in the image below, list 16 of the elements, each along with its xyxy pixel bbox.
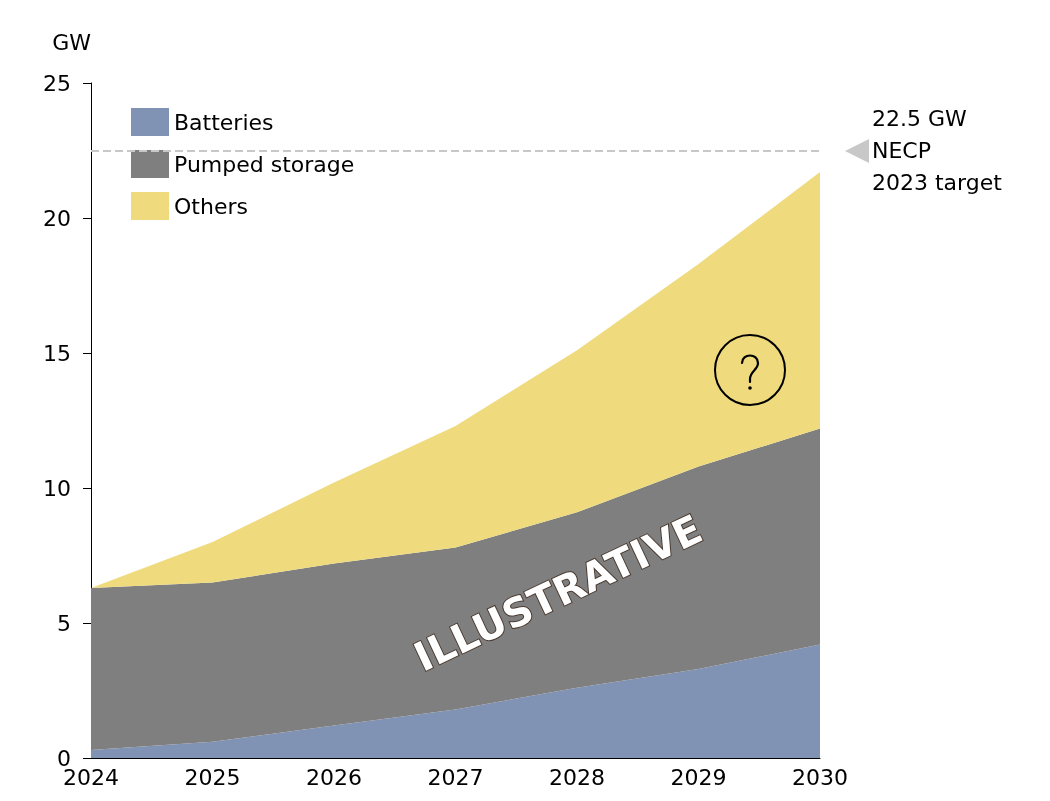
y-axis-title: GW [52, 29, 92, 55]
x-tick-label: 2028 [549, 764, 605, 790]
x-tick-label: 2027 [427, 764, 484, 790]
x-tick-label: 2026 [306, 764, 362, 790]
ref-line-label: 22.5 GW NECP 2023 target [872, 106, 1003, 195]
legend-label: Batteries [174, 109, 274, 135]
x-tick-label: 2029 [670, 764, 727, 790]
x-tick-label: 2025 [184, 764, 241, 790]
legend-label: Others [174, 193, 248, 219]
y-tick-label: 25 [43, 70, 71, 96]
legend-label: Pumped storage [174, 151, 355, 177]
y-tick-label: 20 [43, 205, 71, 231]
y-tick-label: 5 [57, 610, 71, 636]
y-tick-label: 15 [43, 340, 71, 366]
y-tick-label: 10 [43, 475, 71, 501]
x-tick-label: 2030 [792, 764, 848, 790]
